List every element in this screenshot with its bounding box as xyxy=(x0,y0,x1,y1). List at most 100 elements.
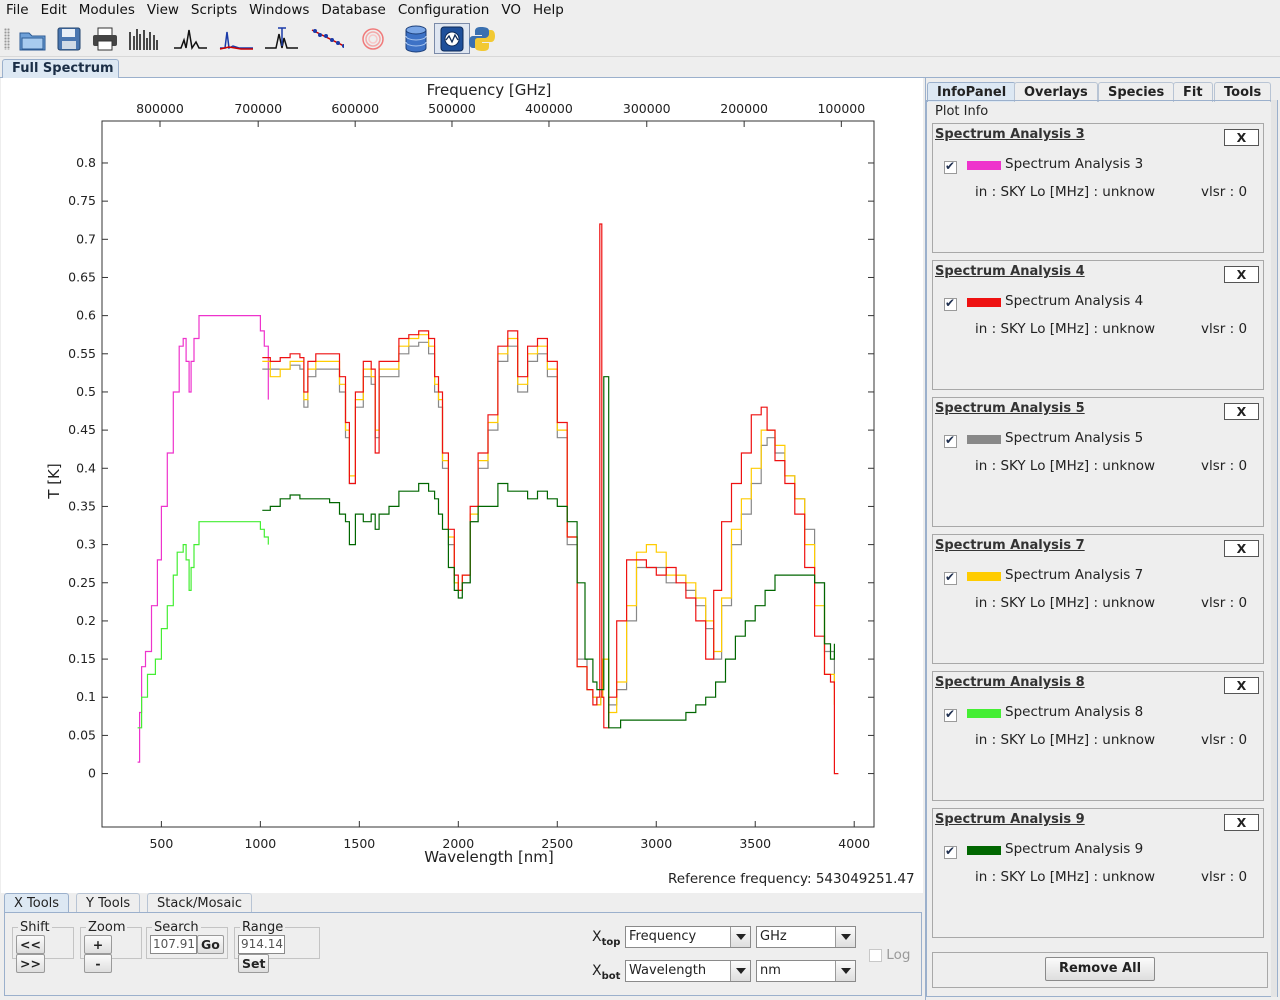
spectrum-card: Spectrum Analysis 3 X Spectrum Analysis … xyxy=(932,123,1264,253)
rotational-diagram-button[interactable] xyxy=(309,23,345,54)
series-line-1[interactable] xyxy=(137,521,269,729)
card-title[interactable]: Spectrum Analysis 7 xyxy=(935,538,1085,553)
close-button[interactable]: X xyxy=(1224,540,1259,557)
visibility-checkbox[interactable] xyxy=(944,570,957,585)
spectrum-card: Spectrum Analysis 4 X Spectrum Analysis … xyxy=(932,260,1264,390)
series-line-0[interactable] xyxy=(137,315,269,763)
ring-button[interactable] xyxy=(355,23,391,54)
tab-overlays[interactable]: Overlays xyxy=(1014,82,1098,102)
range-group: Range 914.14Set xyxy=(234,920,320,973)
remove-all-button[interactable]: Remove All xyxy=(1045,957,1155,981)
y-tick-label: 0.1 xyxy=(76,689,96,704)
series-color-swatch[interactable] xyxy=(967,435,1001,444)
visibility-checkbox[interactable] xyxy=(944,159,957,174)
shift-left-button[interactable]: << xyxy=(16,935,45,954)
log-toggle[interactable]: Log xyxy=(869,947,910,963)
menu-help[interactable]: Help xyxy=(533,2,564,18)
xtop-unit-select[interactable]: GHz xyxy=(756,926,856,948)
search-input[interactable]: 107.91 xyxy=(150,935,197,954)
y-tick-label: 0.45 xyxy=(68,422,96,437)
xtop-label: Xtop xyxy=(592,929,621,948)
xtop-type-select[interactable]: Frequency xyxy=(625,926,751,948)
tab-x-tools[interactable]: X Tools xyxy=(4,893,70,913)
series-vlsr: vlsr : 0 xyxy=(1201,458,1248,474)
line-id-button[interactable] xyxy=(263,23,299,54)
menu-file[interactable]: File xyxy=(6,2,29,18)
y-tick-label: 0.25 xyxy=(68,575,96,590)
visibility-checkbox[interactable] xyxy=(944,296,957,311)
toolbar-grip[interactable] xyxy=(4,28,10,50)
menu-windows[interactable]: Windows xyxy=(249,2,310,18)
xbot-unit-select[interactable]: nm xyxy=(756,960,856,982)
lomb-scargle-button[interactable] xyxy=(434,23,470,54)
infopanel-frame xyxy=(926,100,1278,997)
menu-configuration[interactable]: Configuration xyxy=(397,2,490,18)
series-line-4[interactable] xyxy=(262,223,839,775)
infopanel-scrollbar[interactable] xyxy=(1271,100,1277,997)
spectrum-fit-button[interactable] xyxy=(218,23,254,54)
set-button[interactable]: Set xyxy=(238,954,270,973)
visibility-checkbox[interactable] xyxy=(944,844,957,859)
tab-infopanel[interactable]: InfoPanel xyxy=(927,82,1017,102)
series-name: Spectrum Analysis 7 xyxy=(1005,567,1144,583)
tab-full-spectrum[interactable]: Full Spectrum xyxy=(2,59,119,78)
visibility-checkbox[interactable] xyxy=(944,707,957,722)
menu-edit[interactable]: Edit xyxy=(40,2,67,18)
y-tick-label: 0.75 xyxy=(68,193,96,208)
series-color-swatch[interactable] xyxy=(967,846,1001,855)
close-button[interactable]: X xyxy=(1224,814,1259,831)
close-button[interactable]: X xyxy=(1224,403,1259,420)
range-input[interactable]: 914.14 xyxy=(238,935,285,954)
database-button[interactable] xyxy=(398,23,434,54)
menu-database[interactable]: Database xyxy=(321,2,386,18)
series-line-5[interactable] xyxy=(262,376,835,729)
open-button[interactable] xyxy=(15,23,51,54)
series-vlsr: vlsr : 0 xyxy=(1201,732,1248,748)
menu-modules[interactable]: Modules xyxy=(78,2,135,18)
lomb-scargle-icon xyxy=(440,26,464,51)
chevron-down-icon xyxy=(730,927,750,947)
zoom-in-button[interactable]: + xyxy=(84,935,112,954)
spectrum-plot[interactable]: Frequency [GHz] Wavelength [nm] T [K] 50… xyxy=(1,78,923,893)
shift-label: Shift xyxy=(20,920,50,935)
tab-y-tools[interactable]: Y Tools xyxy=(76,893,141,913)
zoom-out-button[interactable]: - xyxy=(84,954,112,973)
card-title[interactable]: Spectrum Analysis 4 xyxy=(935,264,1085,279)
xbot-type-select[interactable]: Wavelength xyxy=(625,960,751,982)
python-icon xyxy=(469,26,495,51)
tab-fit[interactable]: Fit xyxy=(1173,82,1213,102)
close-button[interactable]: X xyxy=(1224,129,1259,146)
shift-right-button[interactable]: >> xyxy=(16,954,45,973)
spectrum-plot-panel[interactable]: Frequency [GHz] Wavelength [nm] T [K] 50… xyxy=(1,78,923,893)
series-color-swatch[interactable] xyxy=(967,298,1001,307)
tab-stack-mosaic[interactable]: Stack/Mosaic xyxy=(147,893,253,913)
card-title[interactable]: Spectrum Analysis 8 xyxy=(935,675,1085,690)
visibility-checkbox[interactable] xyxy=(944,433,957,448)
x2-tick-label: 500000 xyxy=(428,101,476,116)
main-frame xyxy=(0,77,1280,1000)
menu-vo[interactable]: VO xyxy=(501,2,521,18)
search-group: Search 107.91 Go xyxy=(146,920,228,959)
tab-tools[interactable]: Tools xyxy=(1214,82,1272,102)
spectrum-button[interactable] xyxy=(172,23,208,54)
x-tools-panel: Shift <<>> Zoom +- Search 107.91 Go Range… xyxy=(4,912,922,996)
log-checkbox[interactable] xyxy=(869,948,882,962)
series-name: Spectrum Analysis 3 xyxy=(1005,156,1144,172)
save-button[interactable] xyxy=(51,23,87,54)
full-spectrum-button[interactable] xyxy=(126,23,162,54)
menu-view[interactable]: View xyxy=(146,2,179,18)
go-button[interactable]: Go xyxy=(197,935,224,954)
series-color-swatch[interactable] xyxy=(967,572,1001,581)
python-button[interactable] xyxy=(464,23,500,54)
print-button[interactable] xyxy=(87,23,123,54)
card-title[interactable]: Spectrum Analysis 5 xyxy=(935,401,1085,416)
menu-scripts[interactable]: Scripts xyxy=(190,2,238,18)
card-title[interactable]: Spectrum Analysis 9 xyxy=(935,812,1085,827)
y-tick-label: 0.05 xyxy=(68,727,96,742)
series-color-swatch[interactable] xyxy=(967,709,1001,718)
card-title[interactable]: Spectrum Analysis 3 xyxy=(935,127,1085,142)
close-button[interactable]: X xyxy=(1224,677,1259,694)
series-color-swatch[interactable] xyxy=(967,161,1001,170)
close-button[interactable]: X xyxy=(1224,266,1259,283)
tab-species[interactable]: Species xyxy=(1098,82,1175,102)
